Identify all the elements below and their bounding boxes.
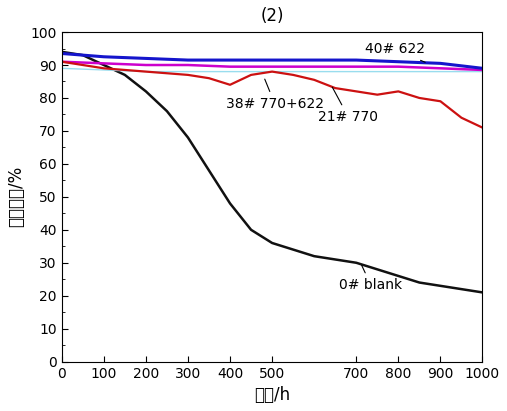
Text: 40# 622: 40# 622 [365, 42, 425, 62]
Text: 38# 770+622: 38# 770+622 [226, 79, 324, 111]
Title: (2): (2) [261, 7, 284, 25]
X-axis label: 时间/h: 时间/h [254, 386, 290, 404]
Text: 0# blank: 0# blank [339, 265, 403, 292]
Text: 21# 770: 21# 770 [318, 87, 378, 124]
Y-axis label: 量子产率/%: 量子产率/% [7, 166, 25, 227]
